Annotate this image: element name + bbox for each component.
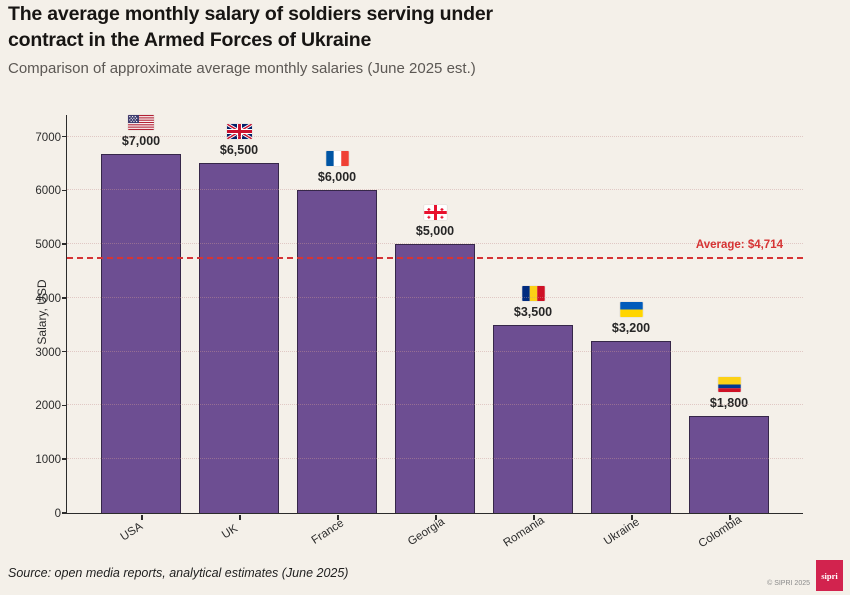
bar-romania: [493, 324, 573, 513]
page-title: The average monthly salary of soldiers s…: [8, 3, 493, 51]
bar-column-romania: $3,500: [484, 115, 582, 513]
x-label-cell: Ukraine: [581, 516, 679, 548]
bar-colombia: [689, 416, 769, 513]
sipri-logo-text: sipri: [821, 570, 838, 581]
page-subtitle: Comparison of approximate average monthl…: [8, 60, 476, 77]
bar-france: [297, 190, 377, 513]
y-tick-label: 4000: [35, 292, 61, 305]
x-tick-mark: [631, 515, 633, 520]
y-tick-mark: [62, 458, 67, 460]
x-label-cell: USA: [91, 516, 189, 544]
bar-column-uk: $6,500: [190, 115, 288, 513]
bar-column-colombia: $1,800: [680, 115, 778, 513]
bars-group: $7,000 $6,500 $6,000 $5,000 $3,500 $3,200 $1,8…: [67, 115, 803, 513]
bar-value-label: $1,800: [709, 396, 749, 411]
romania-flag-icon: [521, 285, 545, 301]
bar-georgia: [395, 244, 475, 513]
x-tick-label-uk: UK: [220, 522, 240, 542]
x-tick-mark: [533, 515, 535, 520]
y-tick-mark: [62, 297, 67, 299]
bar-value-label: $3,500: [513, 304, 553, 319]
y-tick-label: 2000: [35, 400, 61, 413]
bar-value-label: $3,200: [611, 320, 651, 335]
bar-column-usa: $7,000: [92, 115, 190, 513]
x-tick-label-usa: USA: [118, 520, 146, 544]
georgia-flag-icon: [423, 205, 447, 221]
x-label-cell: UK: [189, 516, 287, 542]
y-tick-label: 5000: [35, 239, 61, 252]
bar-ukraine: [591, 340, 671, 513]
x-tick-mark: [239, 515, 241, 520]
bar-value-label: $7,000: [121, 134, 161, 148]
x-tick-mark: [729, 515, 731, 520]
bar-value-label: $6,000: [317, 170, 357, 185]
x-tick-mark: [435, 515, 437, 520]
x-tick-label-georgia: Georgia: [405, 515, 447, 549]
y-tick-mark: [62, 512, 67, 514]
sipri-logo: sipri: [816, 560, 843, 591]
bar-column-ukraine: $3,200: [582, 115, 680, 513]
france-flag-icon: [325, 151, 349, 167]
ukraine-flag-icon: [619, 301, 643, 317]
x-axis-labels: USA UK France Georgia Romania Ukraine Colombia: [66, 514, 802, 551]
y-tick-label: 1000: [35, 454, 61, 467]
copyright-note: © SIPRI 2025: [767, 580, 810, 587]
uk-flag-icon: [226, 124, 252, 140]
y-tick-label: 3000: [35, 346, 61, 359]
x-label-cell: Colombia: [679, 514, 777, 551]
x-tick-mark: [337, 515, 339, 520]
bar-value-label: $5,000: [415, 224, 455, 239]
bar-column-france: $6,000: [288, 115, 386, 513]
y-tick-mark: [62, 350, 67, 353]
x-tick-label-france: France: [309, 517, 347, 547]
y-tick-mark: [62, 404, 67, 407]
plot-area: Average: $4,714 0 1000 2000 3000 4000 5000 600…: [35, 115, 803, 520]
x-tick-label-ukraine: Ukraine: [602, 516, 642, 548]
y-tick-label: 6000: [35, 185, 61, 198]
bar-column-georgia: $5,000: [386, 115, 484, 513]
y-tick-mark: [62, 243, 67, 245]
bar-uk: [199, 163, 279, 513]
x-label-cell: Romania: [483, 514, 581, 549]
bar-usa: [101, 154, 181, 513]
y-tick-mark: [62, 135, 67, 138]
x-tick-label-romania: Romania: [501, 514, 547, 550]
average-annotation: Average: $4,714: [695, 239, 783, 252]
source-note: Source: open media reports, analytical e…: [8, 566, 349, 580]
bar-value-label: $6,500: [219, 143, 259, 158]
x-label-cell: Georgia: [385, 516, 483, 548]
y-tick-mark: [62, 189, 67, 192]
x-tick-mark: [141, 515, 143, 520]
x-label-cell: France: [287, 516, 385, 547]
usa-flag-icon: [128, 115, 154, 130]
y-tick-label: 7000: [35, 131, 61, 144]
x-tick-label-colombia: Colombia: [696, 513, 744, 551]
y-tick-label: 0: [54, 508, 61, 520]
colombia-flag-icon: [717, 377, 741, 393]
